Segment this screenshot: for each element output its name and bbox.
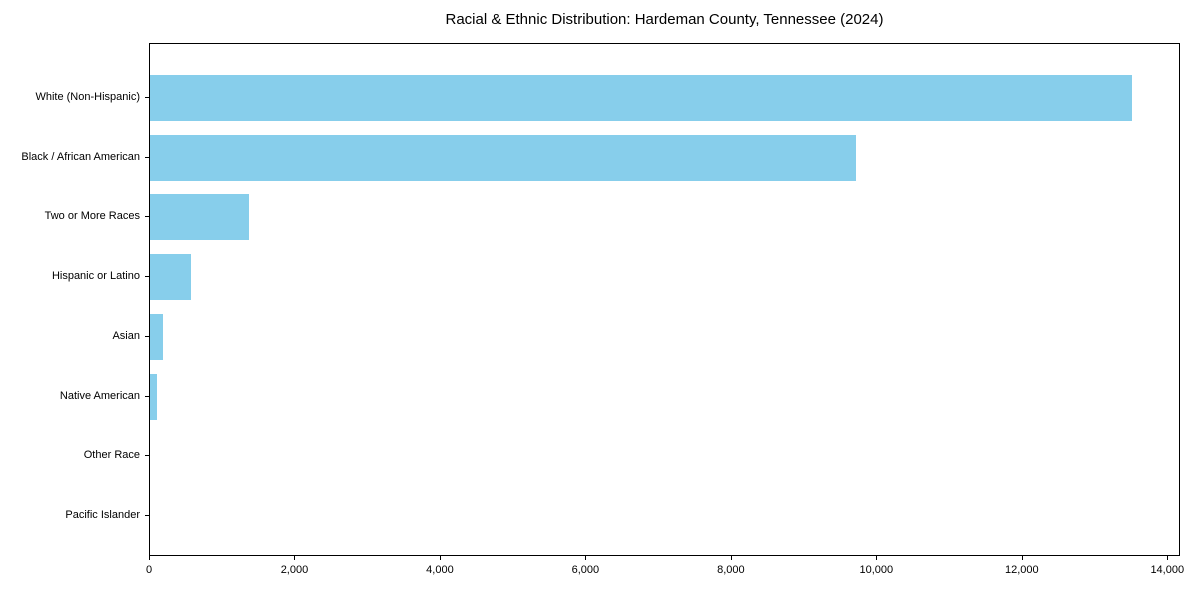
x-tick-label: 8,000 [717,564,745,576]
x-tick [149,556,150,560]
x-tick-label: 0 [145,564,153,576]
y-axis-label: Other Race [83,449,140,462]
x-tick-label: 10,000 [859,564,894,576]
y-tick [145,455,149,457]
bar [150,254,191,301]
x-tick-label: 6,000 [571,564,600,576]
x-tick-label: 12,000 [1004,564,1039,576]
bar [150,194,249,241]
plot-area [149,43,1180,556]
x-tick [876,556,878,560]
x-tick [1167,556,1169,560]
y-tick [145,514,149,516]
y-axis-label: White (Non-Hispanic) [35,91,140,103]
bar [150,313,164,360]
x-tick-label: 2,000 [280,564,309,576]
bar [150,75,1132,121]
bar [150,134,856,181]
x-tick-label: 14,000 [1150,564,1185,576]
y-axis-label: Black / African American [21,150,140,163]
y-axis-label: Native American [59,389,140,402]
y-axis-label: Two or More Races [44,210,140,223]
y-axis-label: Hispanic or Latino [51,270,140,283]
y-axis-label: Asian [112,329,140,342]
x-tick [439,556,441,560]
x-tick [585,556,587,560]
y-tick [145,276,149,278]
chart-title: Racial & Ethnic Distribution: Hardeman C… [445,11,884,28]
y-axis-label: Pacific Islander [65,508,140,521]
y-tick [145,335,149,337]
x-tick-label: 4,000 [426,564,454,576]
y-tick [145,216,149,218]
bar [150,373,158,420]
x-tick [294,556,296,560]
y-tick [145,97,149,98]
y-tick [145,156,149,158]
x-tick [1021,556,1023,560]
y-tick [145,395,149,397]
x-tick [730,556,732,560]
